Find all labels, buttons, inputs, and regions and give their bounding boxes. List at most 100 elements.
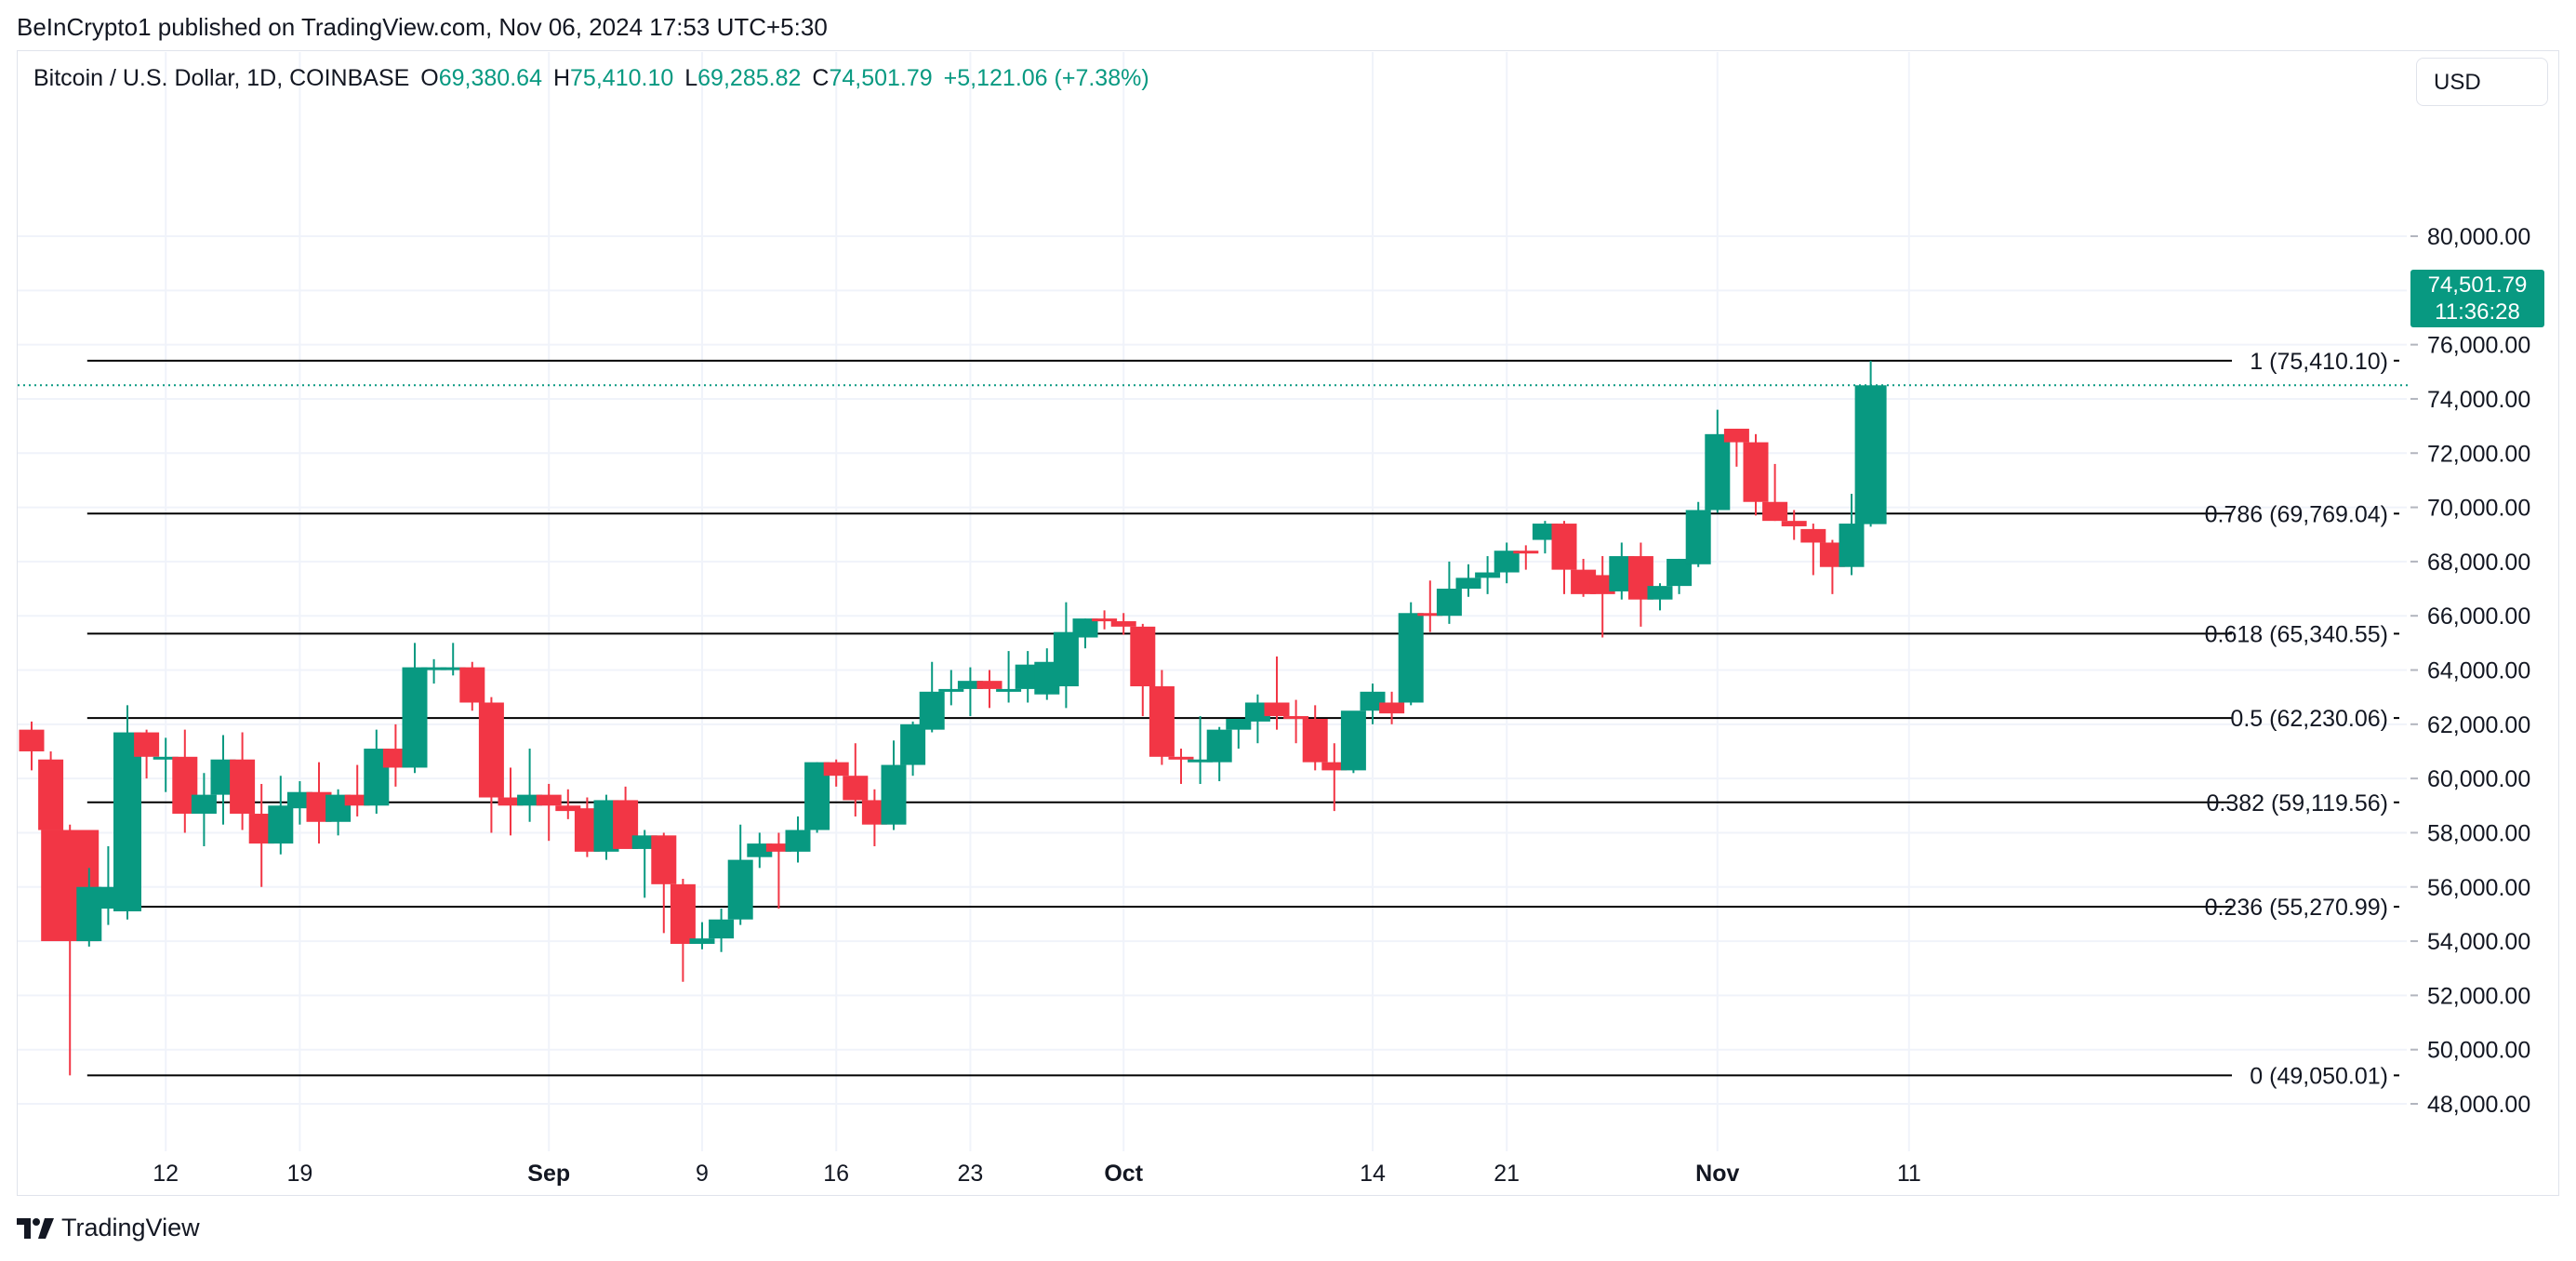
candle-body-down	[1589, 575, 1615, 594]
tradingview-footer[interactable]: TradingView	[17, 1214, 200, 1242]
candle-body-up	[1532, 524, 1558, 540]
y-axis-tick-label: 80,000.00	[2427, 224, 2530, 250]
candle-body-up	[286, 791, 312, 809]
candle-body-down	[230, 759, 256, 815]
fib-level-label: 0 (49,050.01)	[2250, 1063, 2388, 1089]
y-axis-tick-label: 58,000.00	[2427, 820, 2530, 846]
low-label: L	[684, 65, 698, 91]
tradingview-logo-icon	[17, 1217, 54, 1239]
bar-countdown: 11:36:28	[2435, 299, 2520, 325]
y-axis-tick-label: 64,000.00	[2427, 658, 2530, 684]
x-axis-tick-label: 11	[1897, 1161, 1921, 1187]
x-axis-tick-label: 14	[1360, 1161, 1386, 1187]
x-axis-tick-label: 9	[696, 1161, 709, 1187]
currency-selector[interactable]: USD	[2416, 58, 2548, 106]
candle-body-up	[440, 667, 466, 670]
candle-body-down	[19, 729, 45, 751]
close-label: C	[812, 65, 830, 91]
candle-body-up	[747, 843, 773, 857]
candle-body-up	[938, 688, 964, 692]
candle-body-down	[1110, 621, 1136, 627]
high-label: H	[552, 65, 571, 91]
candle-body-down	[536, 794, 562, 806]
chart-frame	[17, 50, 2559, 1196]
fib-level-label: 0.236 (55,270.99)	[2205, 895, 2388, 921]
y-axis-tick-label: 62,000.00	[2427, 712, 2530, 738]
candle-body-up	[631, 835, 657, 849]
candle-body-up	[1647, 586, 1673, 600]
x-axis-tick-label: 23	[957, 1161, 983, 1187]
tradingview-brand: TradingView	[61, 1214, 200, 1241]
publisher-caption: BeInCrypto1 published on TradingView.com…	[17, 13, 828, 41]
candle-body-up	[153, 756, 179, 760]
y-axis-tick-label: 52,000.00	[2427, 983, 2530, 1009]
candle-body-up	[689, 938, 715, 944]
candle-body-up	[1206, 729, 1232, 763]
last-price-value: 74,501.79	[2427, 272, 2528, 298]
candle-body-down	[1149, 685, 1175, 757]
candle-body-down	[1762, 501, 1788, 522]
x-axis-tick-label: Oct	[1104, 1161, 1143, 1187]
candle-body-down	[1800, 528, 1826, 543]
candle-body-down	[382, 749, 408, 768]
y-axis-tick-label: 70,000.00	[2427, 496, 2530, 522]
y-axis-tick-label: 66,000.00	[2427, 604, 2530, 630]
candle-body-down	[651, 835, 677, 884]
candle-body-down	[765, 843, 791, 852]
candle-body-up	[421, 667, 447, 670]
low-value: 69,285.82	[697, 65, 802, 91]
x-axis-tick-label: 21	[1494, 1161, 1520, 1187]
candle-body-up	[1475, 572, 1501, 578]
candle-body-up	[1436, 589, 1462, 617]
candle-body-up	[919, 691, 945, 730]
candle-body-down	[1723, 429, 1749, 443]
candle-body-down	[1513, 551, 1539, 554]
candle-body-up	[1340, 710, 1366, 771]
candle-body-down	[1092, 618, 1118, 622]
candle-body-up	[709, 919, 735, 939]
candle-body-up	[191, 794, 217, 815]
candle-body-down	[1168, 756, 1194, 760]
symbol-title: Bitcoin / U.S. Dollar, 1D, COINBASE	[33, 65, 410, 91]
candle-body-down	[670, 883, 696, 944]
candle-body-down	[1302, 718, 1328, 763]
x-axis-tick-label: Sep	[527, 1161, 570, 1187]
candle-body-down	[976, 681, 1003, 689]
candle-body-down	[1130, 626, 1156, 686]
candle-body-up	[517, 794, 543, 806]
y-axis-tick-label: 60,000.00	[2427, 766, 2530, 792]
candle-body-down	[1781, 521, 1807, 526]
fib-level-label: 0.618 (65,340.55)	[2205, 621, 2388, 647]
y-axis-tick-label: 48,000.00	[2427, 1092, 2530, 1118]
fib-level-label: 0.786 (69,769.04)	[2205, 501, 2388, 527]
candle-body-up	[957, 681, 983, 689]
y-axis-tick-label: 54,000.00	[2427, 929, 2530, 955]
fib-level-label: 0.5 (62,230.06)	[2230, 706, 2388, 732]
candle-body-down	[1417, 613, 1443, 617]
candle-body-down	[459, 667, 485, 703]
y-axis-tick-label: 50,000.00	[2427, 1038, 2530, 1064]
candle-body-up	[113, 732, 141, 911]
candle-body-up	[1705, 433, 1731, 511]
y-axis-tick-label: 68,000.00	[2427, 550, 2530, 576]
candle-body-down	[555, 805, 581, 812]
candle-body-up	[996, 688, 1022, 692]
x-axis-tick-label: 19	[286, 1161, 312, 1187]
candle-body-up	[402, 667, 428, 768]
candle-body-down	[478, 702, 504, 798]
change-value: +5,121.06 (+7.38%)	[943, 65, 1149, 91]
candle-body-up	[727, 859, 753, 920]
candle-body-up	[1839, 524, 1865, 567]
candle-body-up	[785, 830, 811, 852]
candle-body-up	[1072, 618, 1098, 638]
high-value: 75,410.10	[570, 65, 674, 91]
candle-body-down	[1283, 716, 1309, 720]
close-value: 74,501.79	[829, 65, 933, 91]
x-axis-tick-label: 16	[823, 1161, 849, 1187]
candle-body-down	[134, 732, 160, 757]
candle-body-down	[1321, 762, 1348, 771]
candle-body-down	[344, 794, 370, 806]
open-value: 69,380.64	[438, 65, 542, 91]
candle-body-up	[1494, 551, 1520, 573]
